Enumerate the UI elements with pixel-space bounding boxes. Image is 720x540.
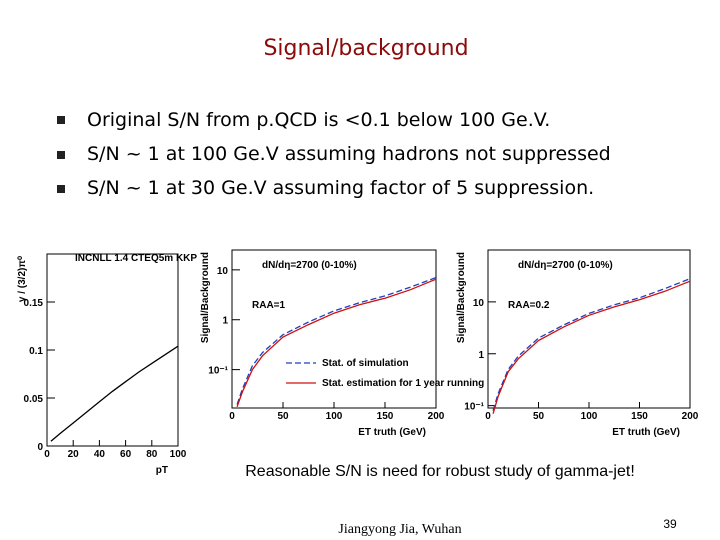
y-tick-label: 10 <box>473 298 485 309</box>
x-tick-label: 150 <box>631 411 648 422</box>
x-tick-label: 100 <box>326 411 343 422</box>
y-tick-label: 10 <box>217 266 229 277</box>
y-tick-label: 10⁻¹ <box>464 402 484 413</box>
x-tick-label: 0 <box>44 449 50 460</box>
x-tick-label: 20 <box>68 449 80 460</box>
x-axis-label: pT <box>156 465 168 476</box>
legend-label: Stat. estimation for 1 year running <box>322 378 484 389</box>
plot-frame <box>46 253 179 447</box>
bullet <box>57 151 65 159</box>
x-tick-label: 40 <box>94 449 106 460</box>
y-axis-label: Signal/Background <box>200 252 211 343</box>
bullet-text: S/N ~ 1 at 30 Ge.V assuming factor of 5 … <box>87 177 594 199</box>
y-tick-label: 0 <box>37 442 43 453</box>
y-tick-label: 10⁻¹ <box>208 366 228 377</box>
series-line <box>50 345 179 442</box>
x-tick-label: 200 <box>682 411 699 422</box>
bullet <box>57 185 65 193</box>
bullet-text: S/N ~ 1 at 100 Ge.V assuming hadrons not… <box>87 143 611 165</box>
y-axis-label: γ / (3/2)π⁰ <box>17 256 28 302</box>
x-tick-label: 50 <box>533 411 545 422</box>
x-tick-label: 0 <box>229 411 235 422</box>
x-tick-label: 150 <box>377 411 394 422</box>
x-axis-label: ET truth (GeV) <box>358 427 426 438</box>
series-line <box>236 278 437 408</box>
annotation: RAA=1 <box>252 300 286 311</box>
x-tick-label: 80 <box>146 449 158 460</box>
caption: Reasonable S/N is need for robust study … <box>245 463 635 480</box>
y-tick-label: 0.05 <box>24 394 44 405</box>
x-tick-label: 100 <box>581 411 598 422</box>
y-axis-label: Signal/Background <box>456 252 467 343</box>
x-tick-label: 0 <box>485 411 491 422</box>
page-number: 39 <box>663 517 677 531</box>
annotation: RAA=0.2 <box>508 300 550 311</box>
y-tick-label: 1 <box>222 316 228 327</box>
slide-title: Signal/background <box>263 36 468 61</box>
x-tick-label: 60 <box>120 449 132 460</box>
x-tick-label: 50 <box>277 411 289 422</box>
annotation: dN/dη=2700 (0-10%) <box>518 260 613 271</box>
x-tick-label: 200 <box>428 411 445 422</box>
x-tick-label: 100 <box>170 449 187 460</box>
annotation: INCNLL 1.4 CTEQ5m KKP <box>75 253 197 264</box>
x-axis-label: ET truth (GeV) <box>612 427 680 438</box>
annotation: dN/dη=2700 (0-10%) <box>262 260 357 271</box>
bullet-text: Original S/N from p.QCD is <0.1 below 10… <box>87 109 550 131</box>
y-tick-label: 0.15 <box>24 298 44 309</box>
series-line <box>492 278 691 411</box>
plot-frame <box>487 249 691 409</box>
series-line <box>236 276 437 405</box>
series-line <box>492 280 691 414</box>
legend-label: Stat. of simulation <box>322 358 409 369</box>
bullet <box>57 116 65 124</box>
y-tick-label: 0.1 <box>29 346 43 357</box>
footer: Jiangyong Jia, Wuhan <box>338 522 461 537</box>
y-tick-label: 1 <box>478 350 484 361</box>
